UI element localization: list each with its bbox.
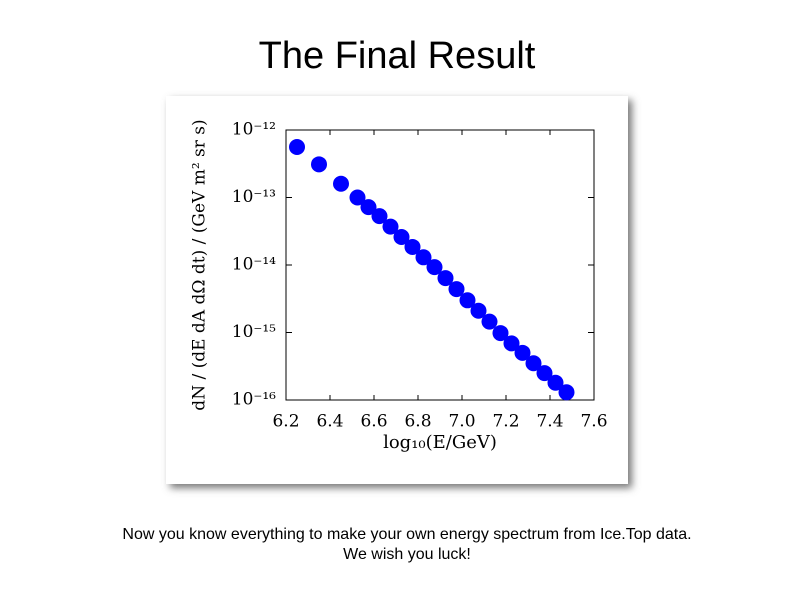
x-tick-label: 6.4 bbox=[316, 412, 343, 432]
y-axis-label: dN / (dE dA dΩ dt) / (GeV m² sr s) bbox=[190, 119, 210, 410]
data-point bbox=[426, 259, 443, 276]
caption: Now you know everything to make your own… bbox=[122, 526, 691, 543]
data-point bbox=[349, 189, 366, 206]
y-tick-label: 10⁻¹⁵ bbox=[232, 322, 276, 342]
x-tick-label: 6.2 bbox=[272, 412, 299, 432]
x-tick-label: 7.6 bbox=[580, 412, 607, 432]
data-point bbox=[437, 270, 454, 287]
data-point bbox=[481, 313, 498, 330]
data-point bbox=[333, 175, 349, 192]
data-point bbox=[393, 228, 410, 245]
data-point bbox=[459, 292, 476, 309]
data-point bbox=[514, 344, 531, 361]
data-point bbox=[311, 156, 327, 173]
x-axis-label: log₁₀(E/GeV) bbox=[383, 432, 497, 453]
data-point bbox=[503, 335, 520, 352]
data-point bbox=[289, 138, 305, 155]
data-point bbox=[382, 218, 399, 235]
x-tick-label: 7.2 bbox=[492, 412, 519, 432]
data-point bbox=[415, 249, 432, 266]
data-point bbox=[448, 281, 465, 298]
x-tick-label: 7.0 bbox=[448, 412, 475, 432]
y-tick-label: 10⁻¹³ bbox=[232, 187, 276, 207]
data-point bbox=[525, 355, 542, 372]
x-tick-label: 6.6 bbox=[360, 412, 387, 432]
slide-title: The Final Result bbox=[259, 35, 536, 77]
x-tick-label: 7.4 bbox=[536, 412, 563, 432]
y-tick-label: 10⁻¹⁴ bbox=[232, 255, 276, 275]
data-point bbox=[492, 325, 509, 342]
y-tick-label: 10⁻¹⁶ bbox=[232, 390, 276, 410]
y-tick-label: 10⁻¹² bbox=[232, 120, 276, 140]
data-point bbox=[536, 365, 553, 382]
caption: We wish you luck! bbox=[343, 546, 471, 563]
image-frame bbox=[166, 96, 628, 484]
data-point bbox=[360, 199, 377, 216]
data-point bbox=[547, 374, 564, 391]
data-point bbox=[404, 238, 421, 255]
data-point bbox=[558, 384, 575, 401]
x-tick-label: 6.8 bbox=[404, 412, 431, 432]
data-point bbox=[470, 302, 487, 319]
data-point bbox=[371, 208, 388, 225]
